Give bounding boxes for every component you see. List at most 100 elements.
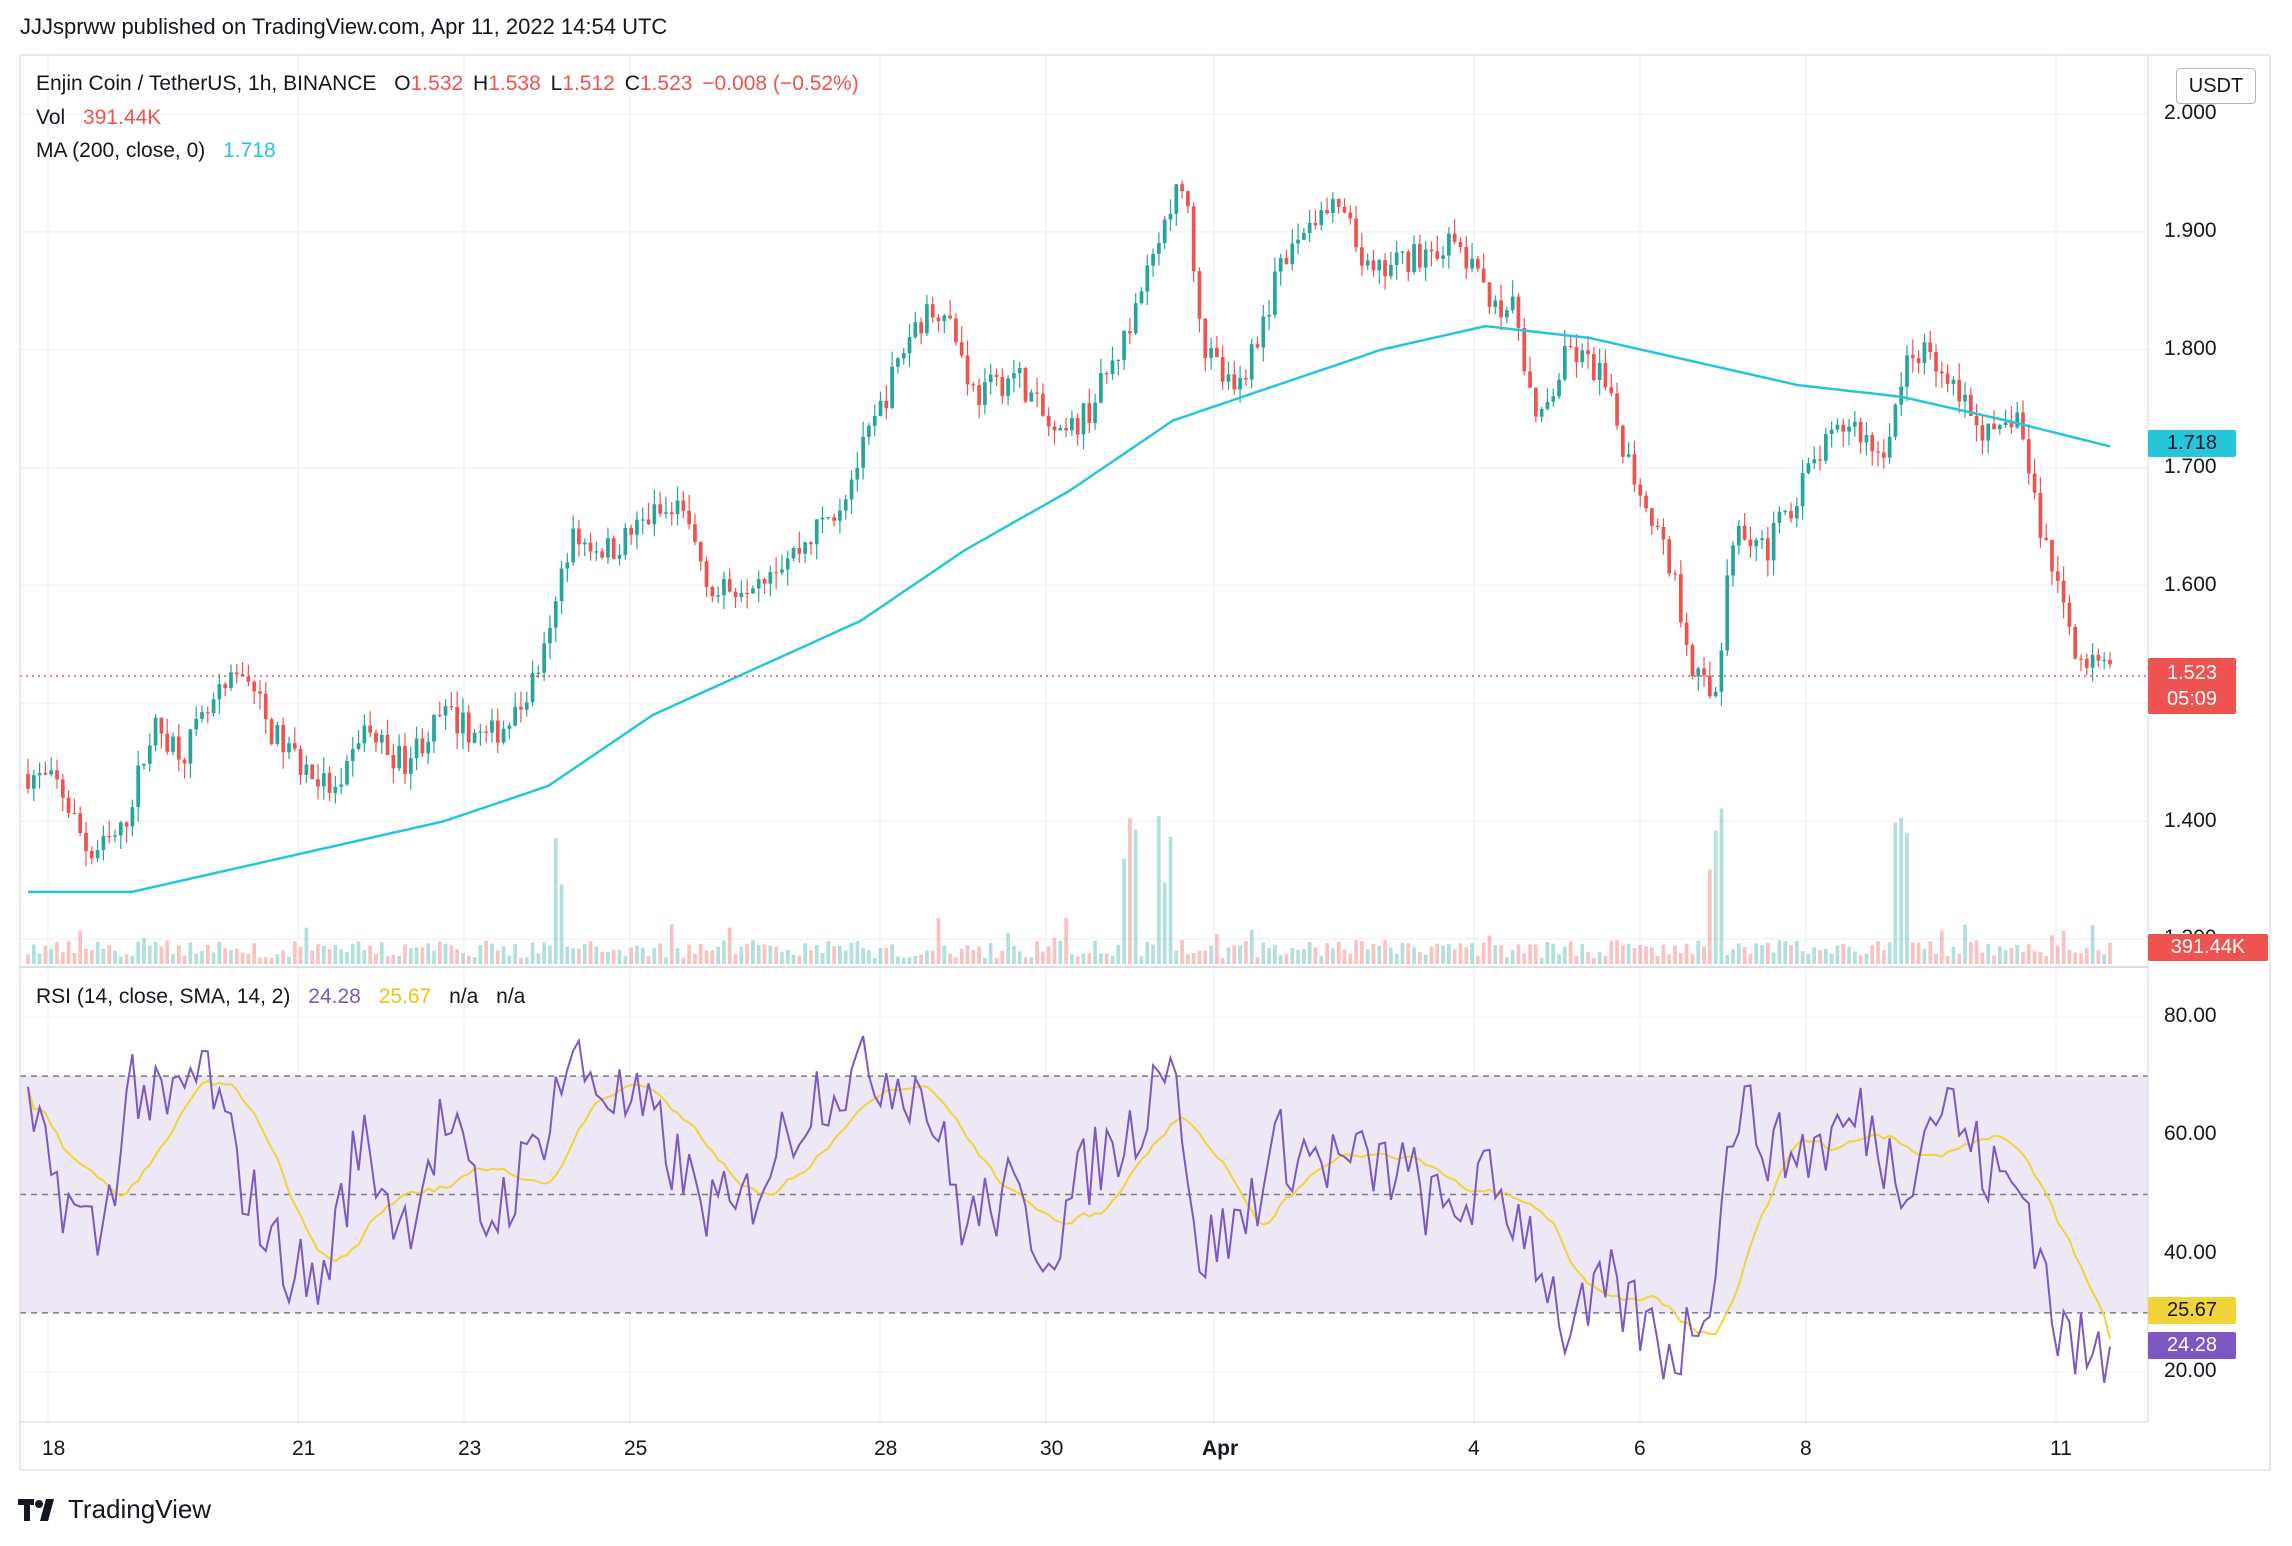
- candle-body: [716, 595, 720, 597]
- candle-body: [1702, 668, 1706, 676]
- volume-bar: [513, 944, 518, 964]
- ma-legend[interactable]: MA (200, close, 0) 1.718: [36, 139, 280, 163]
- volume-bar: [1580, 944, 1585, 964]
- candle-body: [1191, 206, 1196, 272]
- candle-body: [814, 519, 819, 545]
- candle-body: [350, 749, 355, 761]
- volume-bar: [1626, 943, 1631, 964]
- candle: [55, 759, 59, 789]
- candle: [188, 728, 193, 779]
- candle-body: [1139, 291, 1144, 304]
- candle: [1765, 526, 1770, 577]
- candle-body: [693, 524, 697, 542]
- candle: [182, 757, 187, 779]
- candle-body: [1412, 244, 1416, 273]
- volume-bar: [408, 948, 413, 964]
- candle-body: [1847, 426, 1851, 432]
- volume-bar: [1452, 949, 1457, 964]
- volume-bar: [2108, 942, 2112, 964]
- candle: [983, 368, 987, 414]
- candle: [594, 541, 599, 561]
- candle-body: [490, 720, 494, 733]
- candle-body: [165, 733, 170, 752]
- volume-bar: [211, 952, 216, 964]
- volume-bar: [698, 943, 703, 964]
- volume-bar: [1499, 945, 1503, 964]
- candle: [1997, 423, 2002, 435]
- volume-bar: [930, 950, 935, 964]
- candle-body: [1261, 316, 1266, 348]
- candle: [466, 704, 471, 752]
- candle-body: [1806, 463, 1811, 474]
- candle: [408, 746, 413, 790]
- candle-body: [843, 499, 848, 511]
- candle: [426, 731, 431, 764]
- currency-selector[interactable]: USDT: [2176, 68, 2256, 104]
- candle: [1760, 530, 1764, 550]
- candle: [2090, 643, 2095, 682]
- time-tick-25: 25: [624, 1437, 648, 1460]
- candle-body: [1302, 233, 1306, 240]
- candle: [542, 632, 547, 681]
- volume-bar: [2026, 944, 2031, 964]
- candle: [1615, 382, 1619, 431]
- volume-bar: [1267, 948, 1271, 964]
- candle-body: [258, 691, 262, 694]
- candle: [530, 660, 535, 707]
- volume-bar: [582, 944, 587, 964]
- candle-body: [774, 572, 778, 574]
- volume-bar: [1099, 953, 1103, 964]
- candle: [942, 313, 947, 334]
- candle-body: [1081, 403, 1086, 435]
- candle-body: [1371, 260, 1376, 271]
- volume-bar: [1458, 943, 1463, 964]
- candle-body: [1789, 510, 1793, 519]
- volume-bar: [1910, 942, 1915, 964]
- candle: [936, 313, 941, 332]
- volume-bar: [768, 945, 773, 964]
- volume-bar: [1934, 953, 1938, 964]
- candle-body: [1441, 255, 1445, 259]
- candle-body: [507, 725, 512, 729]
- candle-body: [1220, 357, 1225, 382]
- candle-body: [1087, 403, 1092, 423]
- candle-body: [1307, 222, 1312, 234]
- candle-body: [1864, 435, 1869, 443]
- tradingview-brand[interactable]: TradingView: [18, 1494, 211, 1525]
- candle: [1487, 281, 1492, 315]
- candle-body: [1365, 260, 1370, 266]
- volume-bar: [675, 947, 680, 964]
- candle-body: [1777, 511, 1782, 523]
- volume-bar: [1000, 951, 1005, 964]
- volume-bar: [165, 940, 170, 964]
- candle: [298, 745, 303, 785]
- candle: [855, 451, 860, 492]
- candle-body: [1748, 539, 1753, 547]
- symbol-legend[interactable]: Enjin Coin / TetherUS, 1h, BINANCE O1.53…: [36, 72, 863, 96]
- candle: [524, 691, 529, 717]
- candle: [1128, 318, 1132, 345]
- candle-body: [72, 812, 77, 815]
- volume-legend[interactable]: Vol 391.44K: [36, 106, 165, 130]
- candle: [275, 721, 280, 747]
- rsi-legend[interactable]: RSI (14, close, SMA, 14, 2) 24.28 25.67 …: [36, 985, 529, 1009]
- candle-body: [1232, 374, 1237, 390]
- volume-bar: [1748, 953, 1753, 964]
- volume-bar: [553, 838, 558, 964]
- volume-bar: [849, 942, 854, 964]
- volume-bar: [687, 944, 691, 964]
- candle: [954, 313, 958, 346]
- candle-body: [200, 712, 204, 719]
- candle: [1945, 364, 1950, 393]
- candle: [797, 531, 802, 563]
- candle-body: [948, 315, 952, 319]
- volume-bar: [1864, 953, 1869, 964]
- volume-bar: [1916, 942, 1921, 964]
- candle: [925, 294, 929, 336]
- bar-countdown: 05:09: [2166, 688, 2218, 710]
- candle: [1568, 336, 1573, 349]
- candle-body: [548, 627, 552, 644]
- candle-body: [449, 706, 454, 708]
- candle-body: [936, 317, 941, 322]
